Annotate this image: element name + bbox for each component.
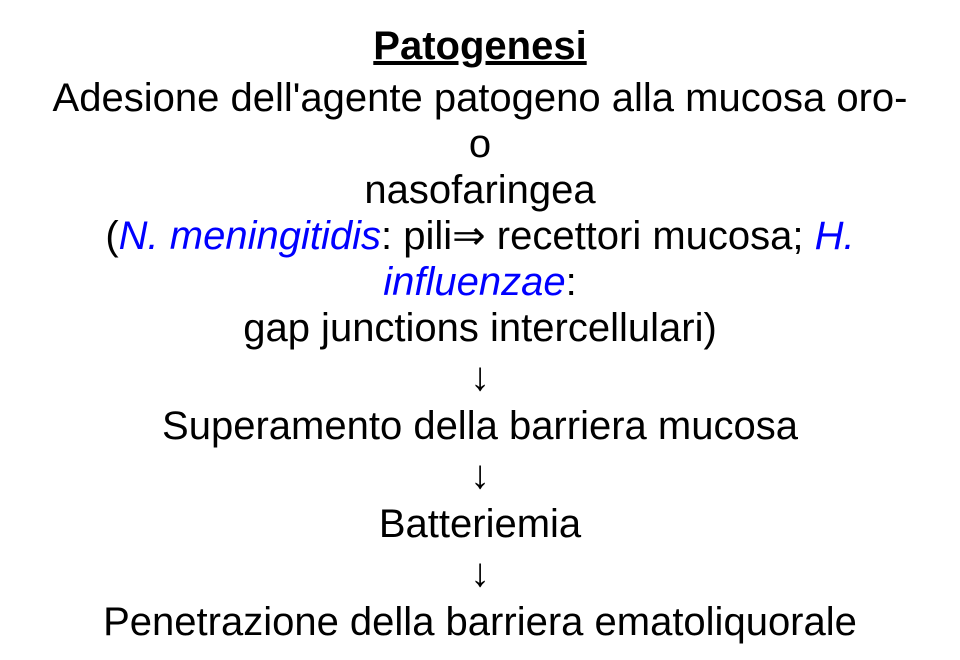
- down-arrow-icon: ↓: [470, 651, 490, 660]
- step-superamento: Superamento della barriera mucosa: [162, 403, 798, 449]
- adhesion-paragraph: Adesione dell'agente patogeno alla mucos…: [48, 75, 912, 351]
- adhesion-line1: Adesione dell'agente patogeno alla mucos…: [53, 76, 908, 166]
- down-arrow-icon: ↓: [470, 455, 490, 495]
- adhesion-line2: nasofaringea: [364, 168, 595, 212]
- paren-open: (: [105, 214, 118, 258]
- step-penetrazione: Penetrazione della barriera ematoliquora…: [103, 599, 857, 645]
- step-batteriemia: Batteriemia: [379, 501, 581, 547]
- adhesion-line4: gap junctions intercellulari): [243, 306, 717, 350]
- double-arrow-icon: ⇒: [452, 214, 486, 258]
- adhesion-mid1: : pili: [381, 214, 452, 258]
- down-arrow-icon: ↓: [470, 553, 490, 593]
- page: Patogenesi Adesione dell'agente patogeno…: [0, 0, 960, 660]
- adhesion-mid2: recettori mucosa;: [486, 214, 815, 258]
- down-arrow-icon: ↓: [470, 357, 490, 397]
- page-title: Patogenesi: [373, 24, 586, 69]
- species-n-meningitidis: N. meningitidis: [119, 214, 381, 258]
- adhesion-colon: :: [566, 260, 577, 304]
